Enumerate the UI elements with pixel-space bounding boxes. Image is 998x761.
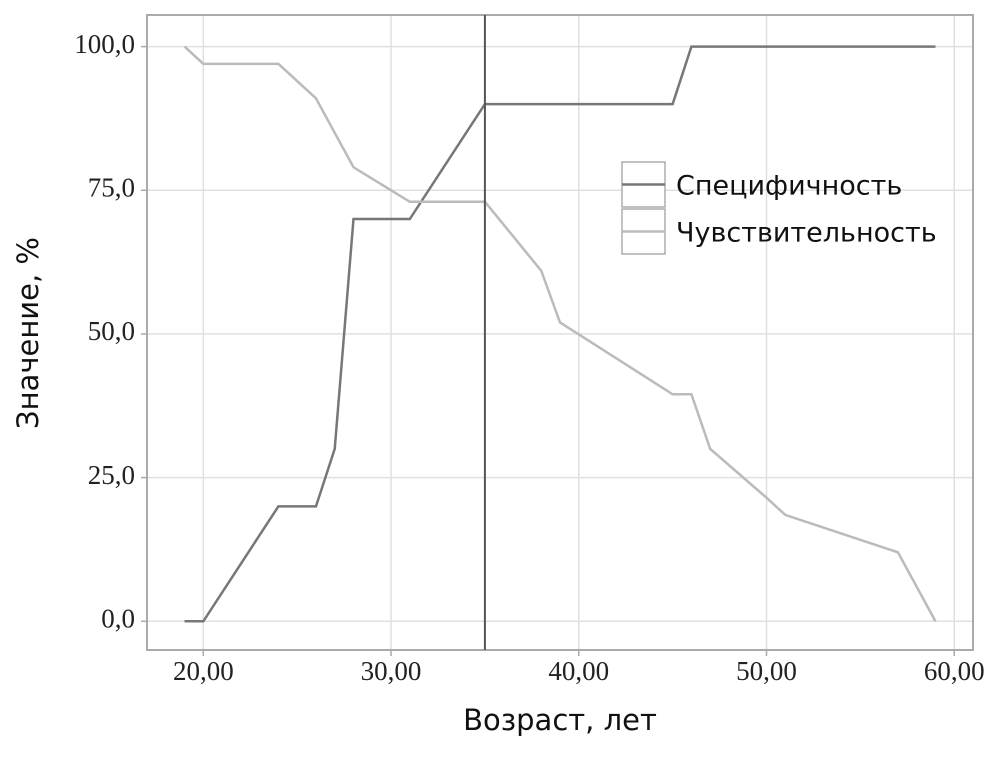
series-line xyxy=(183,45,937,622)
legend-label: Чувствительность xyxy=(676,218,937,249)
plot-border xyxy=(146,14,974,651)
y-tick-label: 75,0 xyxy=(88,172,135,202)
series-line xyxy=(184,45,936,623)
x-tick-label: 30,00 xyxy=(361,656,422,686)
y-axis-label: Значение, % xyxy=(11,237,45,429)
x-tick-label: 50,00 xyxy=(736,656,797,686)
x-tick-label: 60,00 xyxy=(924,656,985,686)
x-tick-label: 40,00 xyxy=(548,656,609,686)
y-tick-label: 50,0 xyxy=(88,316,135,346)
y-tick-label: 100,0 xyxy=(74,29,135,59)
y-tick-label: 25,0 xyxy=(88,460,135,490)
y-tick-label: 0,0 xyxy=(101,603,135,633)
x-tick-label: 20,00 xyxy=(173,656,234,686)
legend-label: Специфичность xyxy=(676,171,902,202)
x-axis-label: Возраст, лет xyxy=(463,703,657,737)
